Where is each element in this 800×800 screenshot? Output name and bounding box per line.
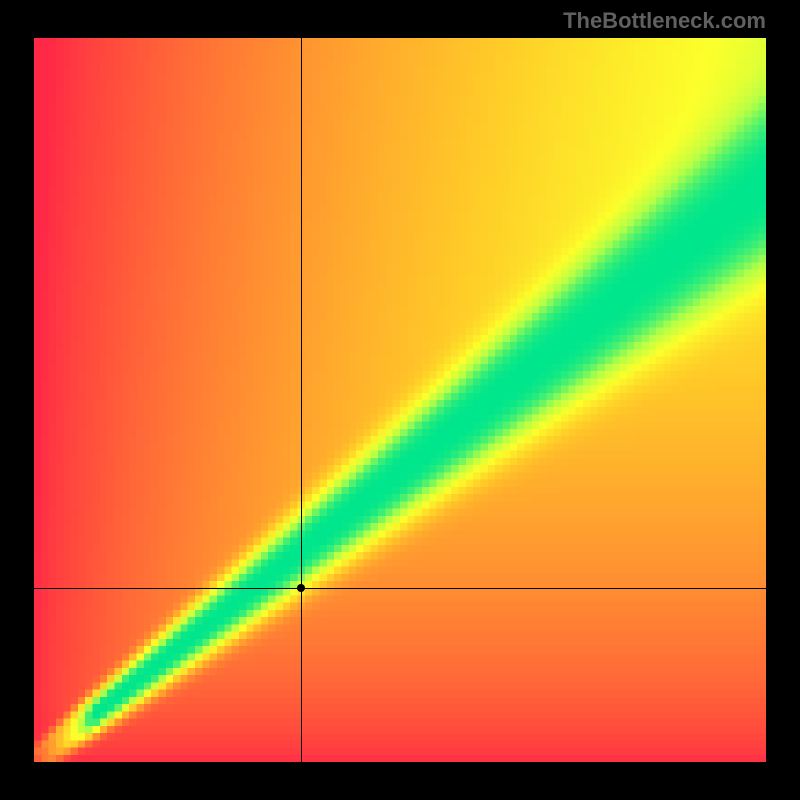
heatmap-plot (34, 38, 766, 762)
crosshair-horizontal (34, 588, 766, 589)
crosshair-vertical (301, 38, 302, 762)
watermark-text: TheBottleneck.com (563, 8, 766, 34)
crosshair-dot (297, 584, 305, 592)
heatmap-canvas (34, 38, 766, 762)
